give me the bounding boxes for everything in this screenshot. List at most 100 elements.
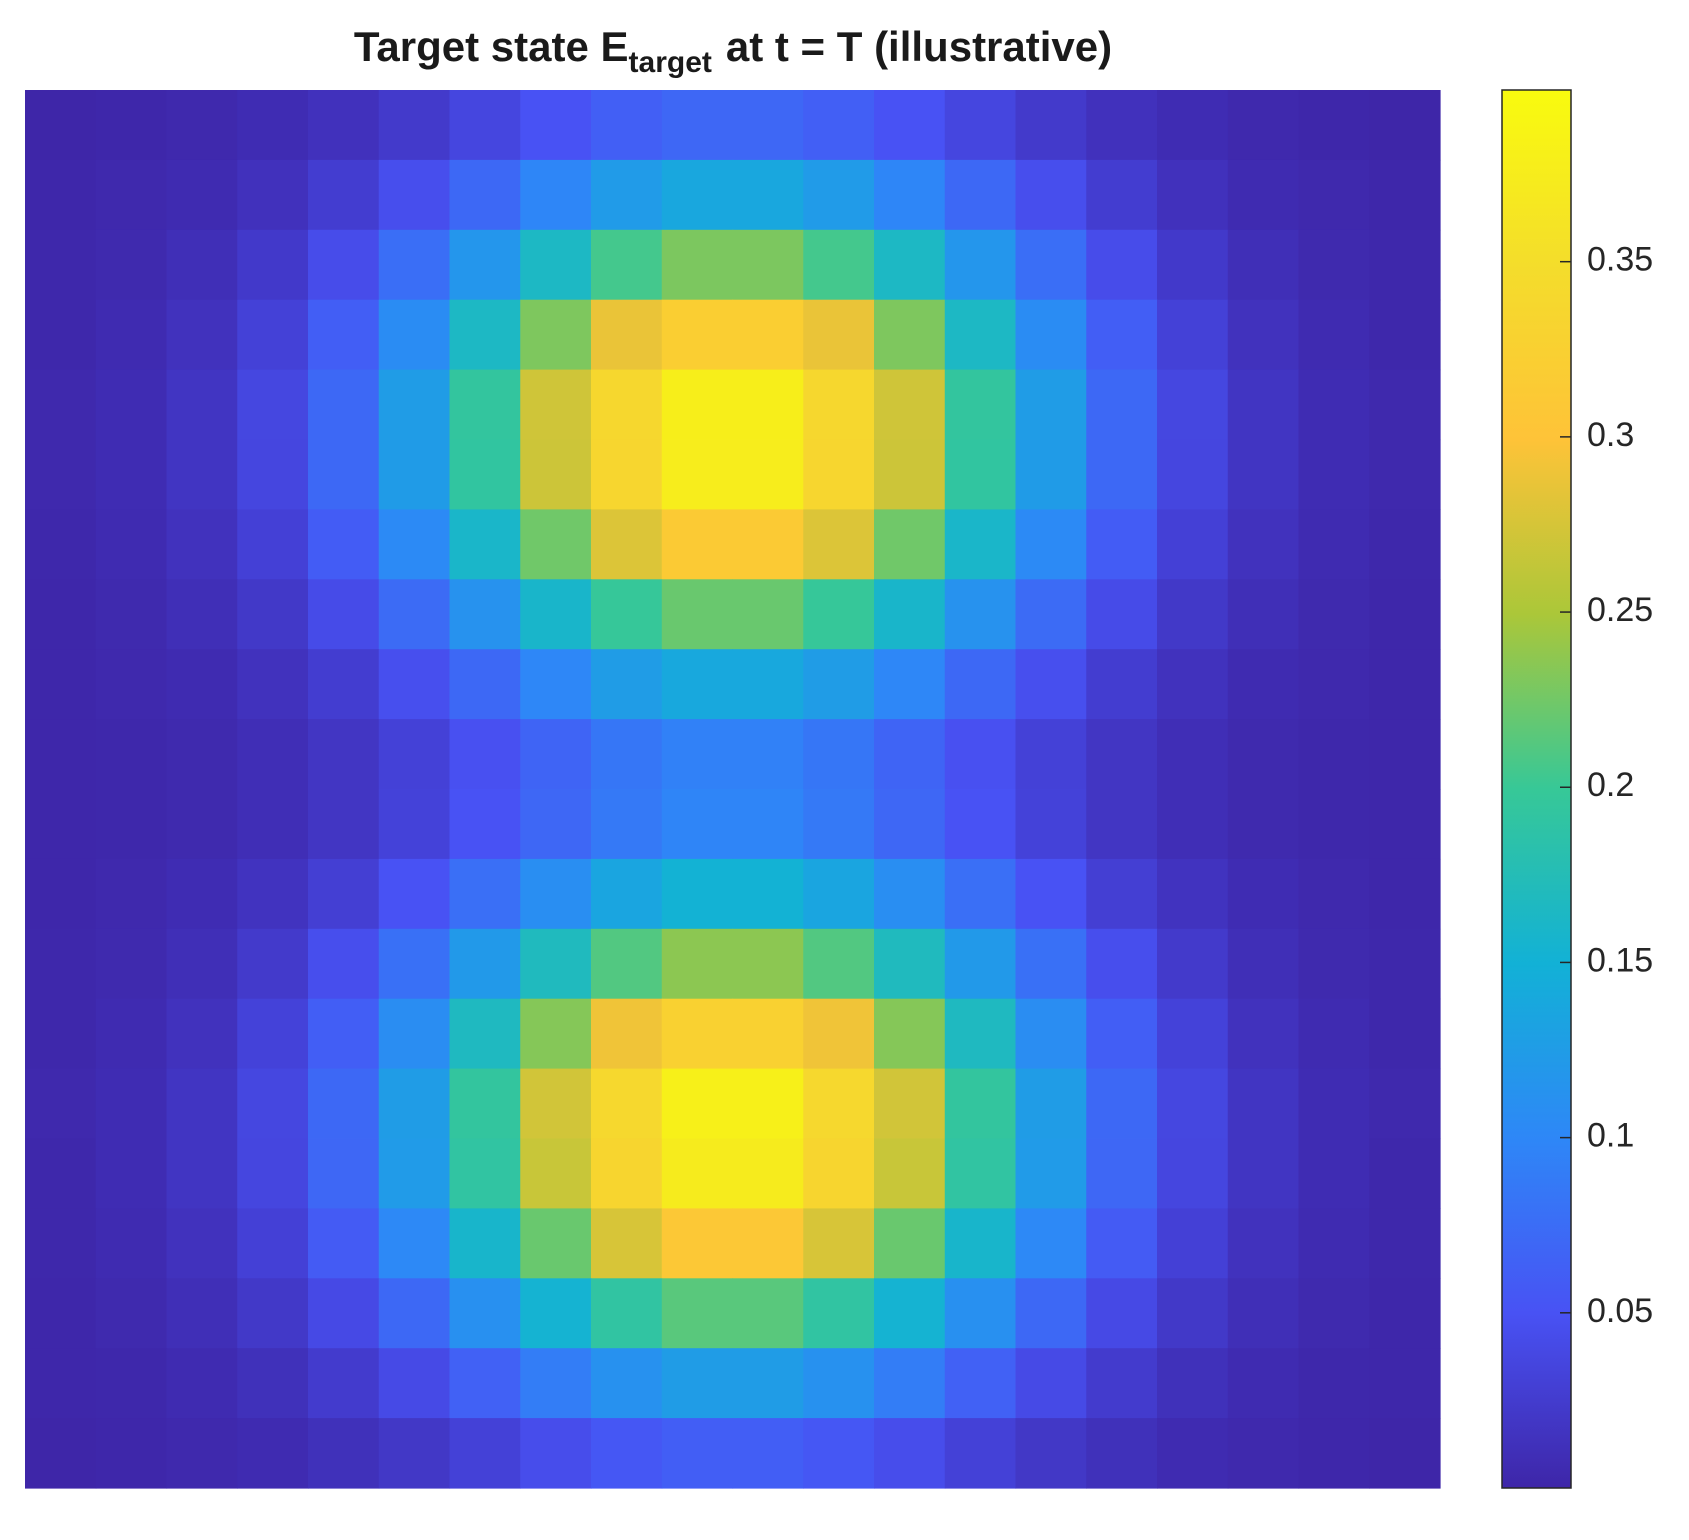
heatmap-cell bbox=[378, 369, 451, 441]
heatmap-cell bbox=[1086, 649, 1158, 720]
heatmap-cell bbox=[661, 998, 734, 1070]
heatmap-cell bbox=[803, 90, 875, 161]
heatmap-cell bbox=[1015, 649, 1087, 720]
heatmap-cell bbox=[874, 579, 946, 650]
heatmap-cell bbox=[237, 1278, 309, 1349]
heatmap-cell bbox=[166, 509, 238, 580]
heatmap-cell bbox=[661, 509, 734, 580]
heatmap-cell bbox=[1298, 90, 1370, 161]
heatmap-cell bbox=[449, 928, 521, 1000]
heatmap-cell bbox=[1086, 998, 1158, 1070]
heatmap-cell bbox=[166, 439, 238, 510]
heatmap-cell bbox=[1227, 719, 1300, 790]
heatmap-cell bbox=[520, 439, 592, 510]
heatmap-cell bbox=[378, 858, 451, 930]
heatmap-cell bbox=[25, 369, 97, 441]
heatmap-cell bbox=[237, 90, 309, 161]
heatmap-cell bbox=[1015, 998, 1087, 1070]
heatmap-cell bbox=[449, 509, 521, 580]
heatmap-cell bbox=[944, 858, 1017, 930]
heatmap-cell bbox=[591, 1418, 663, 1489]
heatmap-cell bbox=[1157, 998, 1229, 1070]
heatmap-cell bbox=[1369, 928, 1441, 1000]
heatmap-cell bbox=[25, 649, 97, 720]
heatmap-cell bbox=[520, 1278, 592, 1349]
title-subscript: target bbox=[629, 46, 712, 79]
heatmap-cell bbox=[591, 789, 663, 860]
heatmap-cell bbox=[449, 1418, 521, 1489]
heatmap-cell bbox=[1157, 1138, 1229, 1209]
heatmap-cell bbox=[378, 649, 451, 720]
heatmap-cell bbox=[449, 1278, 521, 1349]
heatmap-cell bbox=[1227, 858, 1300, 930]
heatmap-cell bbox=[1298, 439, 1370, 510]
heatmap-cell bbox=[1227, 1278, 1300, 1349]
heatmap-cell bbox=[803, 649, 875, 720]
heatmap-cell bbox=[661, 1068, 734, 1140]
heatmap-cell bbox=[95, 299, 168, 371]
heatmap-cell bbox=[732, 1348, 804, 1419]
heatmap-cell bbox=[25, 439, 97, 510]
heatmap-cell bbox=[520, 229, 592, 301]
heatmap-cell bbox=[874, 369, 946, 441]
heatmap-cell bbox=[803, 1138, 875, 1209]
heatmap-cell bbox=[308, 509, 380, 580]
heatmap-cell bbox=[1369, 719, 1441, 790]
heatmap-cell bbox=[591, 858, 663, 930]
heatmap-cell bbox=[591, 1208, 663, 1279]
heatmap-cell bbox=[237, 299, 309, 371]
heatmap bbox=[25, 90, 1441, 1489]
heatmap-cell bbox=[1369, 229, 1441, 301]
heatmap-cell bbox=[1157, 649, 1229, 720]
heatmap-cell bbox=[1157, 1348, 1229, 1419]
heatmap-cell bbox=[95, 789, 168, 860]
heatmap-cell bbox=[1369, 90, 1441, 161]
heatmap-cell bbox=[95, 90, 168, 161]
heatmap-cell bbox=[308, 579, 380, 650]
heatmap-cell bbox=[661, 1208, 734, 1279]
heatmap-cell bbox=[1157, 299, 1229, 371]
heatmap-cell bbox=[25, 159, 97, 231]
heatmap-cell bbox=[1227, 159, 1300, 231]
heatmap-cell bbox=[237, 1068, 309, 1140]
heatmap-cell bbox=[237, 789, 309, 860]
heatmap-cell bbox=[1369, 1208, 1441, 1279]
heatmap-cell bbox=[874, 928, 946, 1000]
heatmap-cell bbox=[1369, 159, 1441, 231]
heatmap-cell bbox=[166, 719, 238, 790]
heatmap-cell bbox=[1298, 369, 1370, 441]
heatmap-cell bbox=[803, 1278, 875, 1349]
heatmap-cell bbox=[803, 509, 875, 580]
heatmap-cell bbox=[1015, 369, 1087, 441]
heatmap-cell bbox=[95, 1208, 168, 1279]
heatmap-cell bbox=[1015, 159, 1087, 231]
heatmap-cell bbox=[95, 1278, 168, 1349]
heatmap-cell bbox=[378, 1138, 451, 1209]
heatmap-cell bbox=[308, 1208, 380, 1279]
heatmap-cell bbox=[1227, 1208, 1300, 1279]
heatmap-cell bbox=[1298, 229, 1370, 301]
heatmap-cell bbox=[449, 229, 521, 301]
heatmap-cell bbox=[661, 1138, 734, 1209]
heatmap-cell bbox=[803, 858, 875, 930]
heatmap-cell bbox=[803, 1208, 875, 1279]
heatmap-cell bbox=[25, 928, 97, 1000]
heatmap-cell bbox=[95, 509, 168, 580]
heatmap-cell bbox=[1157, 229, 1229, 301]
title-main: Target state E bbox=[354, 23, 629, 70]
heatmap-cell bbox=[308, 1138, 380, 1209]
heatmap-cell bbox=[1298, 1138, 1370, 1209]
heatmap-cell bbox=[661, 369, 734, 441]
heatmap-cell bbox=[803, 998, 875, 1070]
heatmap-cell bbox=[591, 719, 663, 790]
heatmap-cell bbox=[1298, 649, 1370, 720]
heatmap-cell bbox=[378, 439, 451, 510]
heatmap-cell bbox=[166, 1348, 238, 1419]
heatmap-cell bbox=[25, 998, 97, 1070]
heatmap-cell bbox=[1369, 1418, 1441, 1489]
heatmap-cell bbox=[1086, 1278, 1158, 1349]
heatmap-cell bbox=[803, 1418, 875, 1489]
title-rest: at t = T (illustrative) bbox=[726, 23, 1112, 70]
heatmap-cell bbox=[591, 299, 663, 371]
